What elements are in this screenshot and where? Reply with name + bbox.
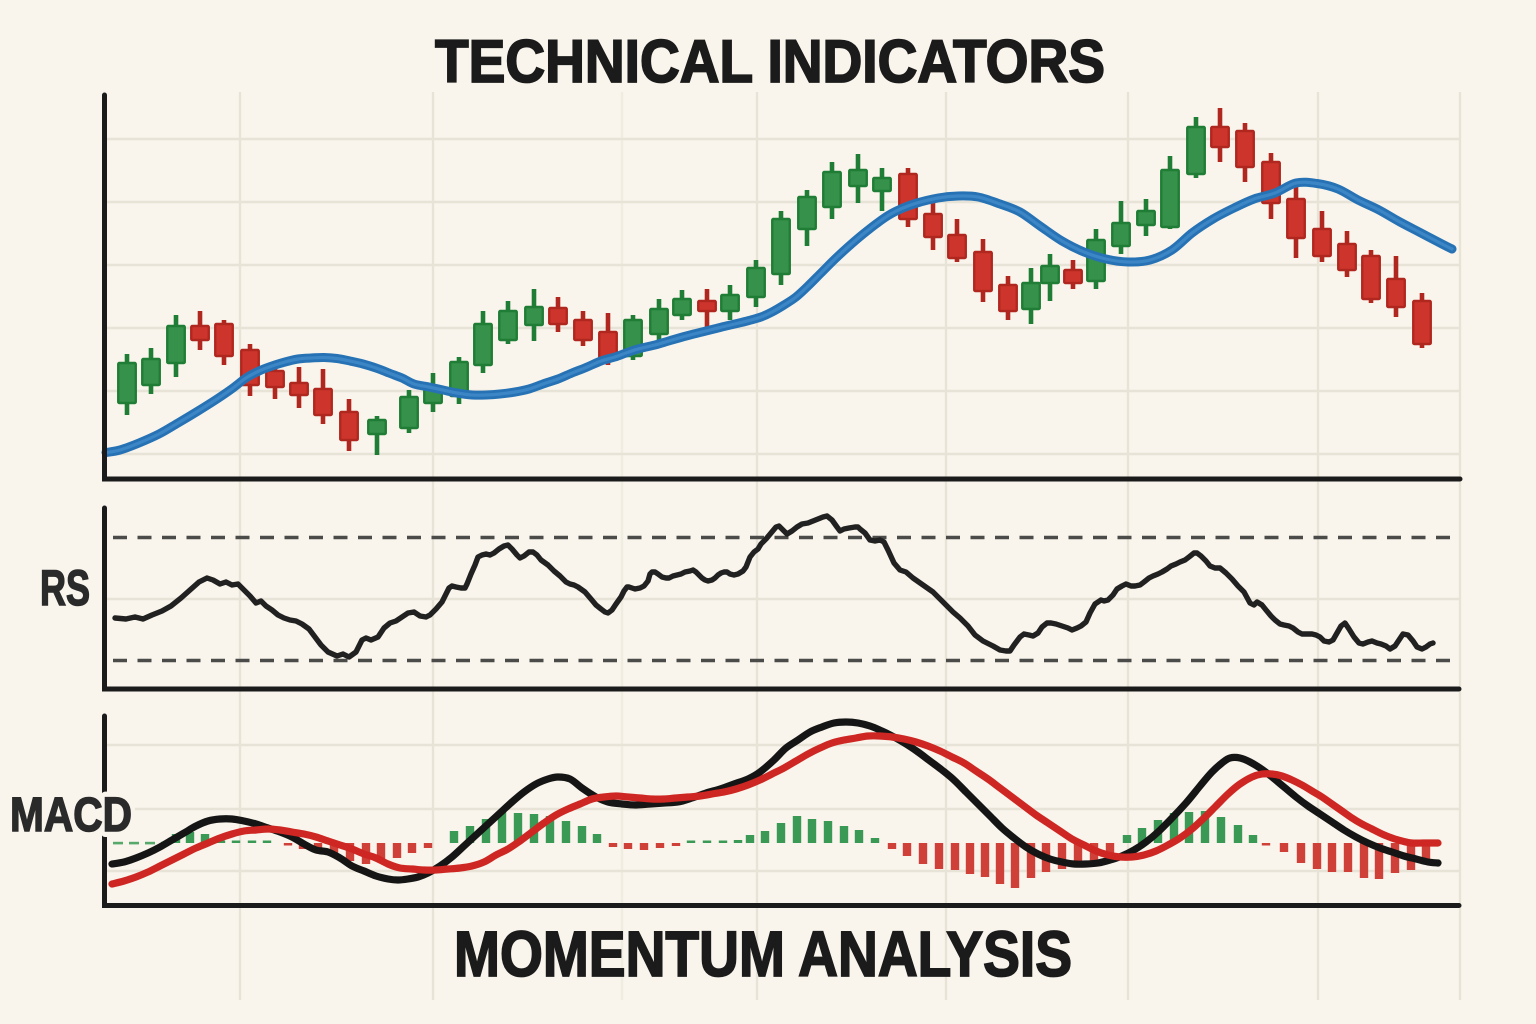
svg-text:RS: RS [40,560,90,616]
svg-text:MACD: MACD [10,789,132,842]
svg-text:MOMENTUM ANALYSIS: MOMENTUM ANALYSIS [454,918,1072,990]
svg-text:MACD: MACD [10,789,132,842]
svg-text:TECHNICAL INDICATORS: TECHNICAL INDICATORS [435,28,1105,95]
